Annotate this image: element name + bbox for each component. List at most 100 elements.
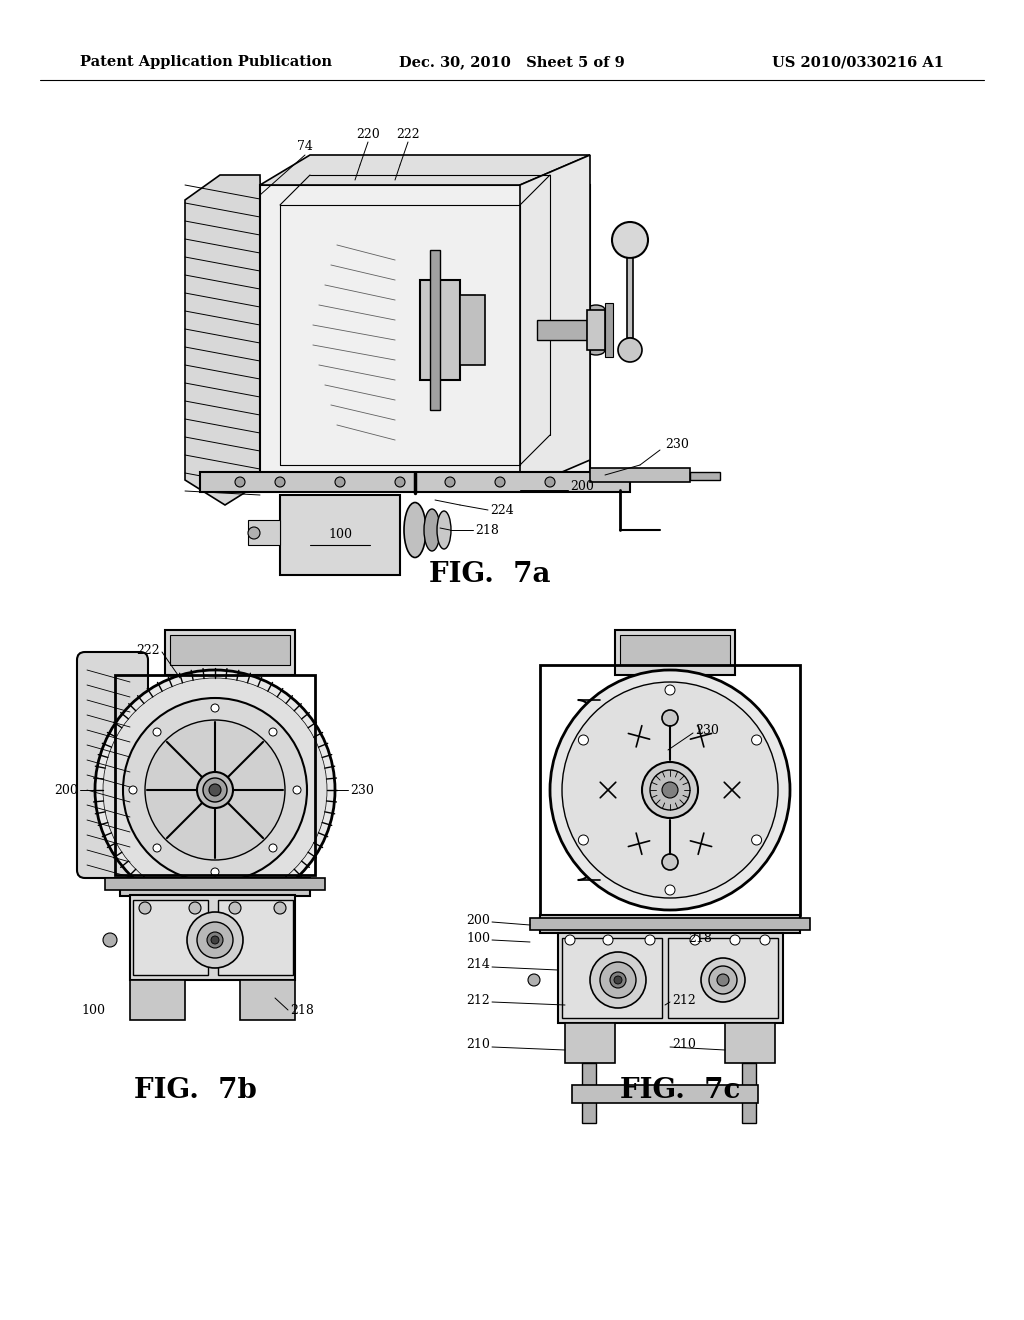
Text: 210: 210	[672, 1039, 696, 1052]
Circle shape	[203, 777, 227, 803]
Bar	[742, 1063, 756, 1123]
Circle shape	[139, 902, 151, 913]
Circle shape	[95, 671, 335, 909]
Circle shape	[197, 921, 233, 958]
Circle shape	[662, 710, 678, 726]
Circle shape	[565, 935, 575, 945]
Circle shape	[701, 958, 745, 1002]
Circle shape	[645, 935, 655, 945]
Circle shape	[145, 719, 285, 861]
Circle shape	[153, 729, 161, 737]
Circle shape	[211, 869, 219, 876]
Circle shape	[610, 972, 626, 987]
Text: US 2010/0330216 A1: US 2010/0330216 A1	[772, 55, 944, 69]
Circle shape	[650, 770, 690, 810]
Circle shape	[579, 836, 589, 845]
Bar	[582, 1063, 596, 1123]
Circle shape	[562, 682, 778, 898]
Bar	[240, 979, 295, 1020]
Ellipse shape	[614, 822, 664, 865]
Circle shape	[275, 477, 285, 487]
Bar	[605, 304, 613, 356]
Circle shape	[197, 772, 233, 808]
Circle shape	[579, 735, 589, 744]
Bar	[725, 1023, 775, 1063]
Bar	[120, 878, 310, 896]
Circle shape	[395, 477, 406, 487]
Circle shape	[123, 698, 307, 882]
Circle shape	[612, 222, 648, 257]
Text: 230: 230	[350, 784, 374, 796]
Circle shape	[662, 854, 678, 870]
Circle shape	[189, 902, 201, 913]
Circle shape	[293, 785, 301, 795]
Circle shape	[528, 974, 540, 986]
Ellipse shape	[587, 305, 605, 315]
Circle shape	[550, 671, 790, 909]
Ellipse shape	[493, 300, 527, 360]
Text: 222: 222	[136, 644, 160, 656]
FancyBboxPatch shape	[77, 652, 148, 878]
Bar	[130, 979, 185, 1020]
Bar	[170, 635, 290, 665]
Bar	[133, 900, 208, 975]
Ellipse shape	[415, 271, 455, 289]
Ellipse shape	[305, 255, 406, 414]
Circle shape	[248, 527, 260, 539]
Bar	[620, 635, 730, 665]
Bar	[615, 630, 735, 675]
Bar	[537, 319, 587, 341]
Ellipse shape	[677, 715, 725, 758]
Ellipse shape	[504, 319, 516, 341]
Circle shape	[209, 784, 221, 796]
Circle shape	[153, 843, 161, 851]
Text: 230: 230	[665, 438, 689, 451]
Bar	[590, 469, 690, 482]
Bar	[165, 630, 295, 675]
Text: 200: 200	[54, 784, 78, 796]
Text: FIG.  7b: FIG. 7b	[133, 1077, 256, 1104]
Circle shape	[618, 338, 642, 362]
Text: 210: 210	[466, 1039, 490, 1052]
Bar	[218, 900, 293, 975]
Circle shape	[335, 477, 345, 487]
Text: 200: 200	[570, 480, 594, 494]
Bar	[690, 473, 720, 480]
Circle shape	[690, 935, 700, 945]
Circle shape	[211, 704, 219, 711]
Ellipse shape	[614, 715, 664, 758]
Circle shape	[445, 477, 455, 487]
Text: FIG.  7c: FIG. 7c	[620, 1077, 740, 1104]
Text: 214: 214	[466, 958, 490, 972]
Ellipse shape	[460, 288, 484, 302]
Circle shape	[665, 884, 675, 895]
Ellipse shape	[713, 764, 751, 816]
Text: 220: 220	[356, 128, 380, 140]
Circle shape	[590, 952, 646, 1008]
Ellipse shape	[589, 764, 627, 816]
Bar	[572, 1085, 758, 1104]
Circle shape	[760, 935, 770, 945]
Text: 200: 200	[466, 913, 490, 927]
Text: 212: 212	[466, 994, 490, 1006]
Text: 100: 100	[328, 528, 352, 541]
Circle shape	[642, 762, 698, 818]
Circle shape	[603, 935, 613, 945]
Circle shape	[665, 685, 675, 696]
Text: 100: 100	[466, 932, 490, 945]
Circle shape	[103, 933, 117, 946]
Circle shape	[103, 678, 327, 902]
Circle shape	[600, 962, 636, 998]
Text: 74: 74	[297, 140, 313, 153]
Text: 212: 212	[672, 994, 695, 1006]
Ellipse shape	[415, 371, 455, 389]
Circle shape	[207, 932, 223, 948]
Text: Dec. 30, 2010   Sheet 5 of 9: Dec. 30, 2010 Sheet 5 of 9	[399, 55, 625, 69]
Circle shape	[269, 729, 276, 737]
Circle shape	[234, 477, 245, 487]
Circle shape	[211, 936, 219, 944]
Bar	[540, 665, 800, 915]
Text: 230: 230	[695, 723, 719, 737]
Bar	[587, 310, 605, 350]
Bar	[562, 939, 662, 1018]
